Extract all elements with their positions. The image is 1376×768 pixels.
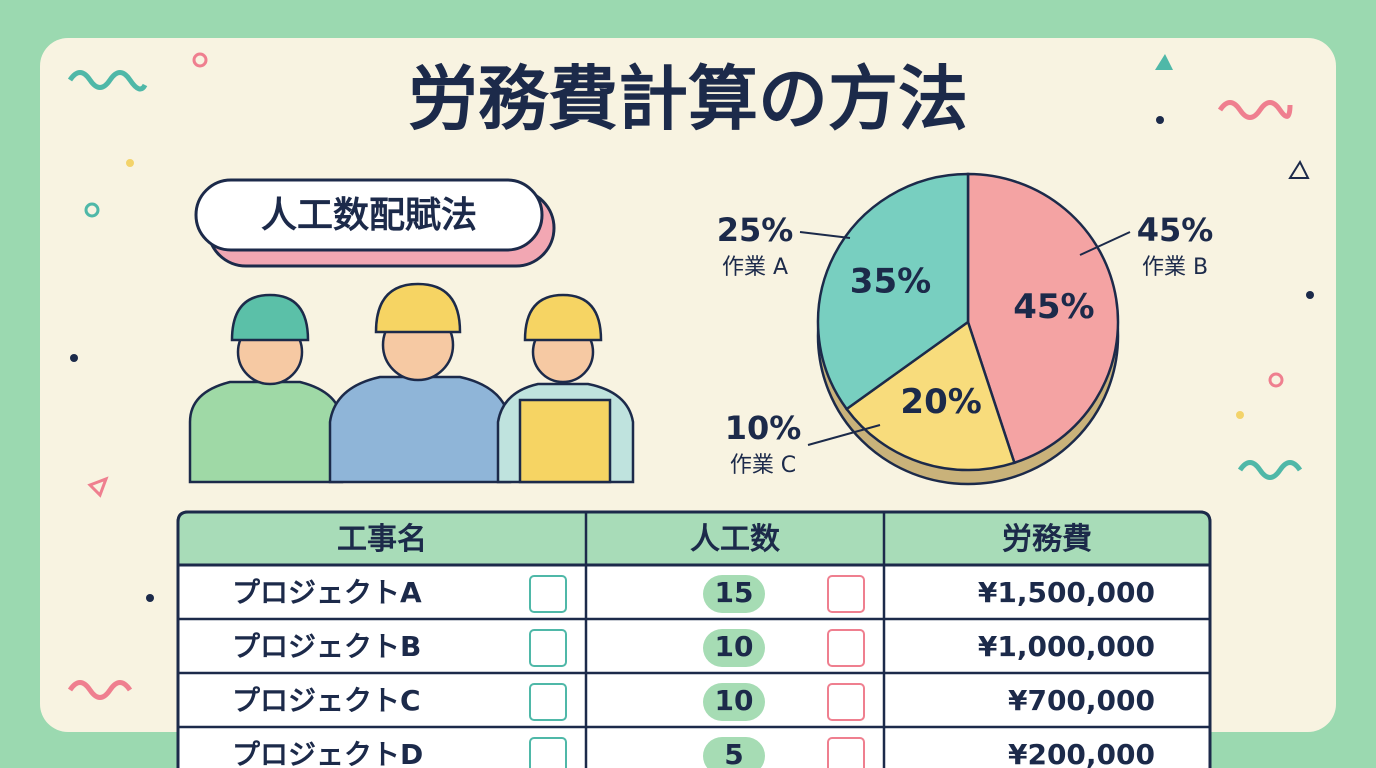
count-pill <box>703 629 765 667</box>
slice-label: 45% <box>1013 287 1094 327</box>
icon <box>529 629 567 667</box>
pie-slice <box>966 172 1120 465</box>
icon <box>827 737 865 768</box>
cell-count: 10 <box>715 630 754 663</box>
count-pill <box>703 683 765 721</box>
cell-name: プロジェクトA <box>232 576 422 609</box>
cell-cost: ¥1,000,000 <box>978 630 1155 663</box>
header-cell: 労務費 <box>1002 522 1092 557</box>
icon <box>827 629 865 667</box>
icon <box>529 575 567 613</box>
workers <box>188 282 635 484</box>
badge <box>194 178 544 252</box>
badge-text: 人工数配賦法 <box>261 195 477 236</box>
count-pill <box>703 575 765 613</box>
pie-slice <box>816 172 970 411</box>
cell-count: 5 <box>724 738 743 768</box>
cell-name: プロジェクトC <box>232 684 421 717</box>
callout-percent: 45% <box>1137 211 1214 249</box>
slice-label: 20% <box>900 382 981 422</box>
header-bg <box>176 510 1212 567</box>
callout-name: 作業 A <box>722 255 788 280</box>
icon <box>827 575 865 613</box>
callout-percent: 25% <box>717 211 794 249</box>
header-cell: 工事名 <box>337 522 427 557</box>
cell-count: 15 <box>715 576 754 609</box>
confetti <box>67 52 1314 700</box>
cell-name: プロジェクトD <box>232 738 423 768</box>
title: 労務費計算の方法 <box>408 58 968 140</box>
callout-line <box>799 231 851 239</box>
cell-count: 10 <box>715 684 754 717</box>
count-pill <box>703 737 765 768</box>
slice-label: 35% <box>850 262 931 302</box>
cell-cost: ¥700,000 <box>1008 684 1155 717</box>
callout-name: 作業 C <box>730 453 796 478</box>
callout-line <box>1079 231 1131 256</box>
callout-line <box>807 424 881 446</box>
pie-chart: 45% 20% 35% 25% 作業 A 45% 作業 B 10% 作業 C <box>717 172 1214 486</box>
cell-cost: ¥1,500,000 <box>978 576 1155 609</box>
callout-name: 作業 B <box>1142 255 1208 280</box>
icon <box>827 683 865 721</box>
icon <box>529 683 567 721</box>
callout-percent: 10% <box>725 409 802 447</box>
cell-cost: ¥200,000 <box>1008 738 1155 768</box>
cell-name: プロジェクトB <box>232 630 421 663</box>
pie-slice <box>844 319 1016 472</box>
header-cell: 人工数 <box>690 522 781 557</box>
icon <box>529 737 567 768</box>
